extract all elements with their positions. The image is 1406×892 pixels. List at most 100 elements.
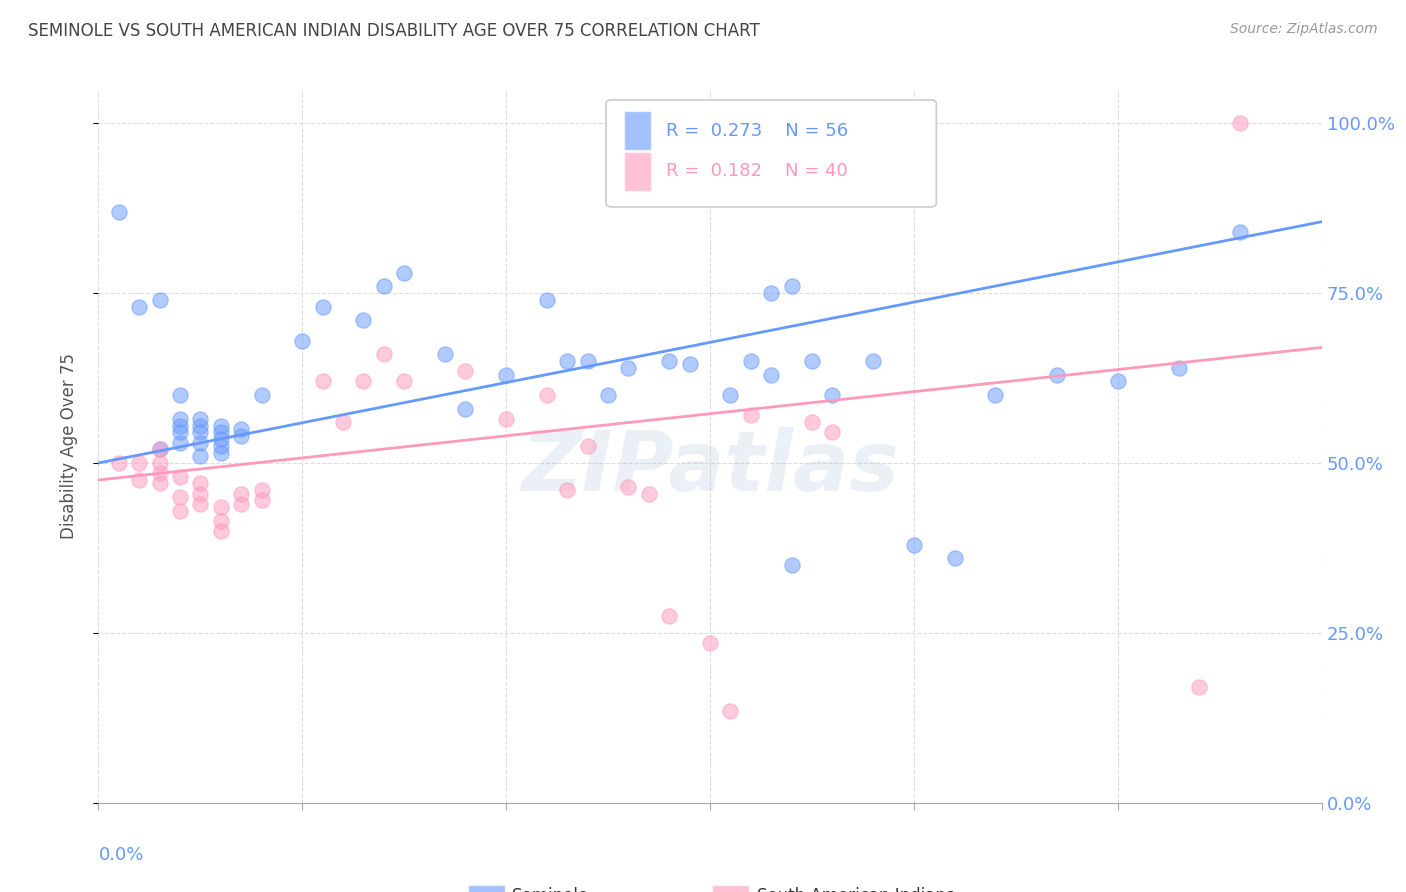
Text: R =  0.182    N = 40: R = 0.182 N = 40 [666, 162, 848, 180]
Point [598, 388, 620, 402]
Point [1107, 375, 1129, 389]
Point [250, 483, 273, 498]
Point [434, 347, 457, 361]
Point [231, 429, 253, 443]
Point [638, 486, 661, 500]
Point [209, 418, 232, 433]
Point [1188, 680, 1211, 694]
Point [128, 456, 150, 470]
Point [188, 486, 212, 500]
Point [149, 476, 172, 491]
Point [169, 425, 191, 440]
Point [576, 439, 599, 453]
FancyBboxPatch shape [468, 885, 505, 892]
FancyBboxPatch shape [624, 152, 651, 191]
Point [169, 503, 191, 517]
Point [108, 456, 131, 470]
Point [821, 388, 844, 402]
Text: 0.0%: 0.0% [98, 846, 143, 863]
Point [128, 473, 150, 487]
Point [780, 558, 803, 572]
Point [903, 537, 925, 551]
Text: Seminole: Seminole [512, 887, 589, 892]
Point [984, 388, 1007, 402]
Point [188, 497, 212, 511]
Point [209, 500, 232, 515]
Point [1167, 360, 1189, 375]
Point [209, 514, 232, 528]
Point [761, 286, 783, 301]
Point [169, 388, 191, 402]
Point [188, 449, 212, 463]
Point [557, 354, 579, 368]
Point [536, 388, 558, 402]
Point [169, 490, 191, 504]
Text: SEMINOLE VS SOUTH AMERICAN INDIAN DISABILITY AGE OVER 75 CORRELATION CHART: SEMINOLE VS SOUTH AMERICAN INDIAN DISABI… [28, 22, 759, 40]
Point [1045, 368, 1069, 382]
Point [169, 418, 191, 433]
Text: ZIPatlas: ZIPatlas [522, 427, 898, 508]
Point [1229, 116, 1251, 130]
Point [209, 446, 232, 460]
Point [352, 375, 374, 389]
Point [862, 354, 884, 368]
Y-axis label: Disability Age Over 75: Disability Age Over 75 [59, 353, 77, 539]
Point [761, 368, 783, 382]
Point [250, 493, 273, 508]
Point [188, 435, 212, 450]
Point [373, 347, 395, 361]
Point [658, 354, 681, 368]
Point [108, 204, 131, 219]
Point [149, 456, 172, 470]
Point [801, 415, 824, 429]
Point [699, 636, 721, 650]
Point [312, 300, 335, 314]
Point [128, 300, 150, 314]
Point [761, 116, 783, 130]
Point [720, 704, 742, 718]
Point [392, 266, 416, 280]
Point [332, 415, 354, 429]
Point [209, 439, 232, 453]
Point [169, 469, 191, 483]
Point [149, 466, 172, 480]
Point [231, 497, 253, 511]
Point [250, 388, 273, 402]
Point [658, 608, 681, 623]
Point [740, 354, 762, 368]
Point [454, 401, 477, 416]
Text: R =  0.273    N = 56: R = 0.273 N = 56 [666, 121, 848, 139]
Point [495, 412, 517, 426]
Point [169, 435, 191, 450]
Point [352, 313, 374, 327]
Point [720, 388, 742, 402]
Point [821, 425, 844, 440]
Point [801, 116, 824, 130]
Point [1229, 225, 1251, 239]
Point [495, 368, 517, 382]
Point [801, 354, 824, 368]
Point [231, 422, 253, 436]
Point [780, 279, 803, 293]
Point [392, 375, 416, 389]
Point [209, 432, 232, 446]
FancyBboxPatch shape [713, 885, 749, 892]
Point [617, 480, 640, 494]
Point [209, 425, 232, 440]
Point [720, 116, 742, 130]
Point [188, 418, 212, 433]
Point [149, 293, 172, 307]
Text: Source: ZipAtlas.com: Source: ZipAtlas.com [1230, 22, 1378, 37]
Point [188, 412, 212, 426]
Point [312, 375, 335, 389]
Point [291, 334, 314, 348]
Text: South American Indians: South American Indians [756, 887, 955, 892]
Point [149, 442, 172, 457]
Point [188, 425, 212, 440]
Point [188, 476, 212, 491]
Point [169, 412, 191, 426]
Point [209, 524, 232, 538]
Point [943, 551, 966, 566]
Point [536, 293, 558, 307]
Point [231, 486, 253, 500]
